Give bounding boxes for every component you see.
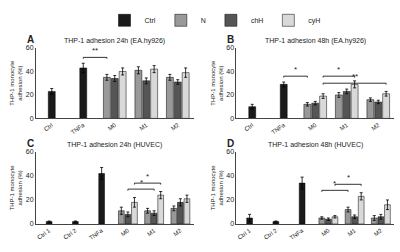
svg-text:M0: M0 [320,227,331,237]
svg-text:60: 60 [26,148,34,155]
svg-text:TNFa: TNFa [289,227,305,241]
svg-text:TNFa: TNFa [88,227,104,241]
svg-text:chH: chH [251,17,263,24]
svg-text:M2: M2 [172,227,183,237]
svg-text:THP-1 adhesion 24h (EA.hy926): THP-1 adhesion 24h (EA.hy926) [64,37,165,45]
svg-text:0: 0 [230,115,234,122]
svg-text:Ctrl: Ctrl [243,122,254,132]
svg-text:M1: M1 [347,227,358,237]
svg-text:C: C [27,138,34,149]
svg-text:*: * [337,65,340,74]
svg-text:M2: M2 [373,227,384,237]
svg-text:M2: M2 [370,122,381,132]
svg-text:M1: M1 [339,122,350,132]
svg-text:**: ** [92,46,98,55]
svg-text:THP-1 adhesion 48h (HUVEC): THP-1 adhesion 48h (HUVEC) [268,141,363,149]
svg-text:TNFa: TNFa [270,122,286,136]
svg-text:20: 20 [226,196,234,203]
svg-text:20: 20 [26,91,34,98]
svg-text:THP-1 monocyteadhesion (%): THP-1 monocyteadhesion (%) [210,165,224,211]
svg-text:Ctrl: Ctrl [43,122,54,132]
svg-text:20: 20 [26,196,34,203]
svg-text:*: * [294,65,297,74]
svg-text:60: 60 [26,44,34,51]
svg-text:0: 0 [230,220,234,227]
svg-text:N: N [201,17,206,24]
svg-text:40: 40 [226,68,234,75]
svg-text:*: * [333,179,336,188]
svg-text:M0: M0 [120,227,131,237]
svg-text:M0: M0 [107,122,118,132]
svg-text:60: 60 [226,44,234,51]
svg-text:TNFa: TNFa [70,122,86,136]
svg-text:M2: M2 [170,122,181,132]
svg-text:Ctrl 1: Ctrl 1 [36,227,52,241]
svg-text:A: A [27,34,34,45]
svg-text:0: 0 [30,220,34,227]
svg-text:0: 0 [30,115,34,122]
svg-text:*: * [347,173,350,182]
svg-text:Ctrl 2: Ctrl 2 [263,227,279,241]
svg-text:20: 20 [226,91,234,98]
svg-text:THP-1 monocyteadhesion (%): THP-1 monocyteadhesion (%) [9,165,23,211]
svg-text:Ctrl 2: Ctrl 2 [62,227,78,241]
svg-text:M1: M1 [138,122,149,132]
svg-text:*: * [140,178,143,187]
svg-text:40: 40 [226,172,234,179]
svg-text:cyH: cyH [308,17,320,25]
svg-text:M1: M1 [146,227,157,237]
svg-text:*: * [146,172,149,181]
svg-text:B: B [227,34,234,45]
svg-text:Ctrl 1: Ctrl 1 [237,227,253,241]
svg-text:THP-1 adhesion 24h (HUVEC): THP-1 adhesion 24h (HUVEC) [67,141,162,149]
svg-text:THP-1 monocyteadhesion (%): THP-1 monocyteadhesion (%) [210,60,224,106]
svg-text:60: 60 [226,148,234,155]
svg-text:D: D [227,138,234,149]
svg-text:THP-1 adhesion 48h (EA.hy926): THP-1 adhesion 48h (EA.hy926) [265,37,366,45]
svg-text:**: ** [352,72,358,81]
svg-text:Ctrl: Ctrl [145,17,156,24]
svg-text:40: 40 [26,172,34,179]
svg-text:40: 40 [26,68,34,75]
svg-text:THP-1 monocyteadhesion (%): THP-1 monocyteadhesion (%) [9,60,23,106]
svg-text:M0: M0 [307,122,318,132]
